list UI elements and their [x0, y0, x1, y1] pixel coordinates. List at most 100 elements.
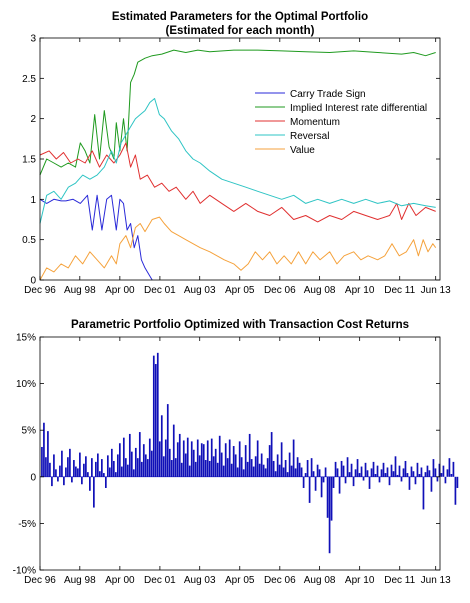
return-bar [390, 464, 393, 477]
y-tick-label: -10% [13, 566, 36, 577]
return-bar [308, 476, 311, 503]
return-bar [210, 438, 213, 477]
return-bar [258, 463, 261, 477]
return-bar [51, 476, 53, 487]
return-bar [184, 453, 187, 477]
return-bar [352, 476, 355, 487]
return-bar [47, 431, 49, 477]
return-bar [126, 464, 129, 477]
return-bar [112, 460, 115, 477]
return-bar [306, 460, 309, 477]
return-bar [410, 466, 413, 477]
return-bar [322, 476, 325, 483]
return-bar [242, 469, 245, 477]
return-bar [192, 449, 195, 477]
return-bar [384, 473, 387, 477]
return-bar [91, 458, 93, 477]
return-bar [124, 458, 127, 477]
y-tick-label: 0 [30, 276, 36, 287]
x-tick-label: Aug 08 [304, 285, 336, 296]
return-bar [278, 464, 281, 477]
y-tick-label: 10% [16, 379, 36, 390]
y-tick-label: 2 [30, 114, 36, 125]
return-bar [132, 469, 135, 477]
return-bar [160, 415, 163, 477]
legend-label: Reversal [290, 131, 329, 142]
return-bar [426, 465, 429, 477]
return-bar [240, 457, 243, 477]
return-bar [158, 441, 161, 477]
x-tick-label: Dec 01 [144, 285, 176, 296]
return-bar [41, 446, 43, 477]
return-bar [142, 444, 145, 477]
return-bar [57, 476, 59, 482]
axis-ticks: Dec 96 Aug 98 Apr 00 Dec 01 Aug 03 Apr 05 Dec … [13, 333, 451, 587]
y-tick-label: 1 [30, 195, 36, 206]
return-bar [114, 472, 117, 477]
return-bar [83, 463, 85, 477]
return-bar [264, 468, 267, 477]
return-bar [270, 432, 273, 477]
return-bar [398, 465, 401, 477]
x-tick-label: Dec 96 [24, 575, 56, 586]
return-bar [120, 466, 123, 477]
x-tick-label: Apr 05 [225, 575, 255, 586]
return-bar [71, 476, 73, 483]
x-tick-label: Apr 00 [105, 575, 135, 586]
y-tick-label: 0 [30, 472, 36, 483]
return-bar [128, 433, 131, 477]
return-bar [276, 454, 279, 477]
return-bar [320, 476, 323, 498]
return-bar [336, 468, 339, 477]
return-bar [162, 456, 165, 477]
x-tick-label: Dec 06 [264, 575, 296, 586]
x-tick-label: Aug 03 [184, 285, 216, 296]
return-bar [108, 467, 111, 477]
legend-label: Momentum [290, 117, 340, 128]
return-bar [418, 474, 421, 477]
x-tick-label: Aug 98 [64, 575, 96, 586]
return-bar [394, 456, 397, 477]
x-tick-label: Jun 13 [421, 285, 451, 296]
y-tick-label: 5% [22, 426, 37, 437]
return-bar [180, 462, 183, 477]
return-bar [262, 464, 265, 477]
return-bar [288, 452, 291, 477]
x-tick-label: Dec 11 [384, 285, 415, 296]
return-bar [456, 476, 459, 488]
return-bar [55, 469, 57, 477]
return-bar [380, 469, 383, 477]
return-bar [168, 448, 171, 477]
return-bar [224, 443, 227, 477]
x-tick-label: Aug 98 [64, 285, 96, 296]
return-bar [286, 472, 289, 477]
return-bar [45, 457, 47, 477]
return-bar [206, 440, 209, 477]
legend-item-implied-interest-rate-differential: Implied Interest rate differential [255, 103, 427, 114]
return-bar [364, 462, 367, 477]
return-bar [376, 465, 379, 477]
x-tick-label: Dec 06 [264, 285, 296, 296]
return-bar [146, 459, 149, 477]
return-bar [290, 465, 293, 477]
return-bar [256, 440, 259, 477]
return-bar [402, 468, 405, 477]
return-bar [93, 476, 95, 508]
return-bar [73, 460, 75, 477]
return-bar [236, 467, 239, 477]
series-lines [39, 49, 437, 281]
return-bar [101, 459, 103, 477]
return-bar [302, 476, 305, 488]
return-bar [79, 452, 81, 477]
chart-title: Parametric Portfolio Optimized with Tran… [71, 319, 409, 331]
return-bar [366, 470, 369, 477]
return-bar [208, 460, 211, 477]
return-bar [354, 469, 357, 477]
return-bar [190, 441, 193, 477]
return-bar [81, 476, 83, 485]
legend-label: Implied Interest rate differential [290, 103, 427, 114]
return-bar [136, 458, 139, 477]
return-bar [326, 476, 329, 518]
return-bar [252, 466, 255, 477]
return-bar [260, 453, 263, 477]
